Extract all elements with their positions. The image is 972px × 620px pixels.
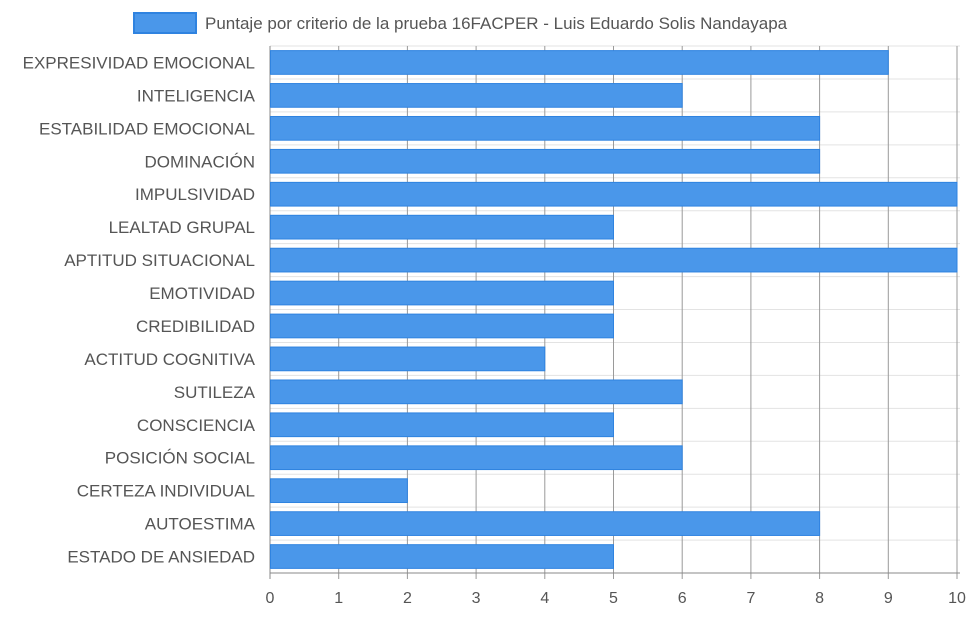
- bar: [270, 313, 614, 339]
- category-label: APTITUD SITUACIONAL: [64, 251, 255, 270]
- category-label: INTELIGENCIA: [137, 86, 256, 105]
- bar: [270, 412, 614, 438]
- bar: [270, 50, 889, 75]
- bar: [270, 214, 614, 240]
- x-tick-label: 9: [884, 590, 893, 607]
- category-label: CREDIBILIDAD: [136, 317, 255, 336]
- category-label: CONSCIENCIA: [137, 416, 256, 435]
- bar: [270, 511, 821, 536]
- bar: [270, 83, 683, 108]
- bar: [270, 346, 546, 372]
- bar: [270, 247, 958, 273]
- category-label: DOMINACIÓN: [145, 152, 256, 171]
- category-label: POSICIÓN SOCIAL: [105, 449, 255, 468]
- bar: [270, 181, 958, 207]
- category-label: EMOTIVIDAD: [149, 284, 255, 303]
- legend-label: Puntaje por criterio de la prueba 16FACP…: [205, 14, 788, 33]
- category-label: SUTILEZA: [174, 383, 256, 402]
- category-label: AUTOESTIMA: [145, 515, 256, 534]
- x-tick-label: 8: [815, 590, 824, 607]
- bar: [270, 280, 614, 306]
- category-label: LEALTAD GRUPAL: [109, 218, 255, 237]
- category-label: ACTITUD COGNITIVA: [84, 350, 255, 369]
- x-tick-label: 10: [948, 590, 966, 607]
- x-tick-label: 1: [334, 590, 343, 607]
- bar: [270, 445, 683, 471]
- bar: [270, 115, 821, 141]
- bar: [270, 478, 408, 504]
- bar: [270, 148, 821, 174]
- category-label: CERTEZA INDIVIDUAL: [77, 482, 255, 501]
- category-label: IMPULSIVIDAD: [135, 185, 255, 204]
- category-label: EXPRESIVIDAD EMOCIONAL: [23, 53, 255, 72]
- x-tick-label: 6: [678, 590, 687, 607]
- legend-swatch: [133, 12, 197, 34]
- x-tick-label: 7: [746, 590, 755, 607]
- x-tick-label: 3: [472, 590, 481, 607]
- x-tick-label: 4: [540, 590, 549, 607]
- x-tick-label: 5: [609, 590, 618, 607]
- bar: [270, 544, 614, 569]
- category-label: ESTADO DE ANSIEDAD: [67, 548, 255, 567]
- bar: [270, 379, 683, 405]
- category-label: ESTABILIDAD EMOCIONAL: [39, 119, 255, 138]
- x-tick-label: 0: [266, 590, 275, 607]
- x-tick-label: 2: [403, 590, 412, 607]
